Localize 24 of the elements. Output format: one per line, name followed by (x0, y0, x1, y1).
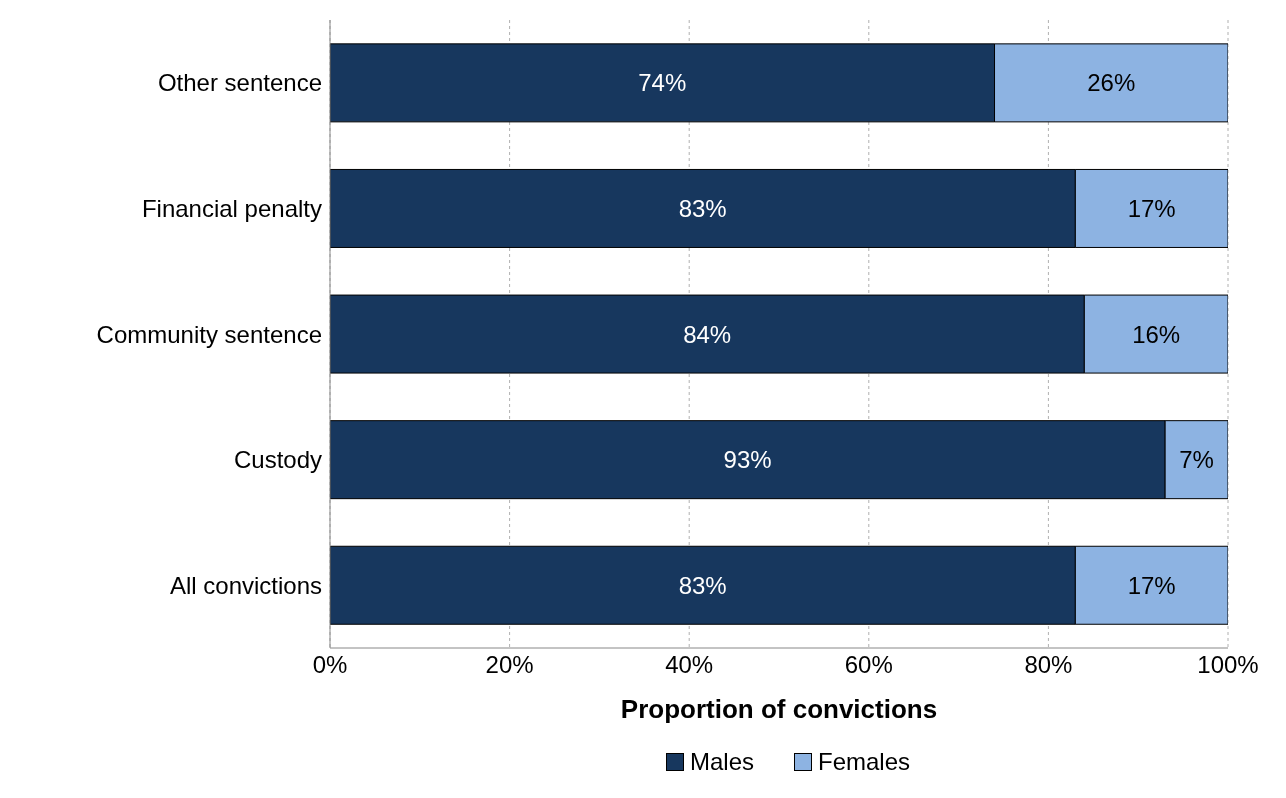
y-tick-label: Financial penalty (141, 194, 322, 222)
x-tick-label: 60% (844, 651, 893, 679)
x-axis-title: Proportion of convictions (620, 694, 938, 724)
data-label: 17% (1127, 571, 1176, 599)
data-label: 7% (1179, 446, 1214, 474)
y-tick-label: Community sentence (96, 320, 322, 348)
data-label: 16% (1132, 320, 1181, 348)
legend-label: Males (689, 748, 754, 776)
y-tick-label: Custody (233, 446, 322, 474)
data-label: 83% (678, 571, 727, 599)
x-tick-label: 40% (665, 651, 714, 679)
data-label: 26% (1087, 69, 1136, 97)
data-label: 84% (683, 320, 732, 348)
x-tick-label: 0% (312, 651, 348, 679)
y-tick-label: All convictions (169, 571, 322, 599)
x-tick-label: 100% (1197, 651, 1259, 679)
legend-label: Females (818, 748, 911, 776)
data-label: 83% (678, 194, 727, 222)
x-tick-label: 20% (485, 651, 534, 679)
data-label: 74% (638, 69, 687, 97)
x-tick-label: 80% (1024, 651, 1073, 679)
data-label: 17% (1127, 194, 1176, 222)
y-tick-label: Other sentence (157, 69, 322, 97)
data-label: 93% (723, 446, 772, 474)
